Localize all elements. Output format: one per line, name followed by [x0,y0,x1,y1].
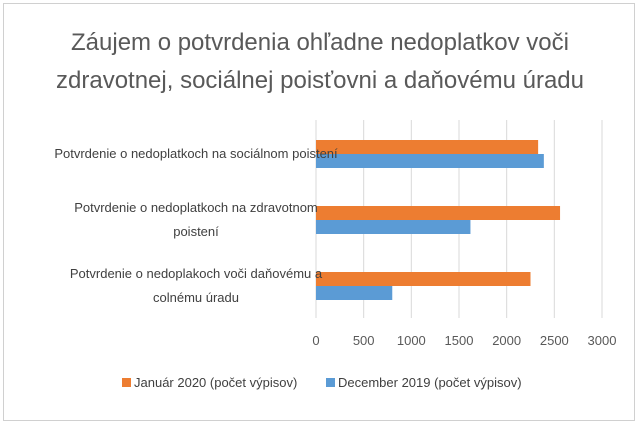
category-label: Potvrdenie o nedoplatkoch na sociálnom p… [54,146,338,161]
x-tick-label: 1000 [397,333,426,348]
bar-jan-2020 [316,140,539,154]
bars [316,140,561,300]
category-label: colnému úradu [153,290,239,305]
legend-label: Január 2020 (počet výpisov) [134,375,297,390]
legend: Január 2020 (počet výpisov) December 2019… [122,375,522,390]
category-label: Potvrdenie o nedoplakoch voči daňovému a [70,266,323,281]
x-tick-label: 500 [353,333,375,348]
x-tick-label: 2000 [492,333,521,348]
bar-dec-2019 [316,154,544,168]
legend-swatch [326,378,335,387]
legend-swatch [122,378,131,387]
legend-label: December 2019 (počet výpisov) [338,375,522,390]
chart-title-line-2: zdravotnej, sociálnej poisťovni a daňové… [56,67,584,94]
x-tick-label: 1500 [445,333,474,348]
bar-jan-2020 [316,206,561,220]
x-tick-labels: 0 500 1000 1500 2000 2500 3000 [312,333,616,348]
category-labels: Potvrdenie o nedoplatkoch na sociálnom p… [54,146,338,305]
chart-title-line-1: Záujem o potvrdenia ohľadne nedoplatkov … [71,29,569,56]
category-label: poistení [173,224,219,239]
x-tick-label: 3000 [588,333,617,348]
category-label: Potvrdenie o nedoplatkoch na zdravotnom [74,200,318,215]
bar-jan-2020 [316,272,531,286]
chart-title: Záujem o potvrdenia ohľadne nedoplatkov … [56,29,584,94]
bar-dec-2019 [316,286,393,300]
x-tick-label: 0 [312,333,319,348]
x-tick-label: 2500 [540,333,569,348]
bar-dec-2019 [316,220,471,234]
